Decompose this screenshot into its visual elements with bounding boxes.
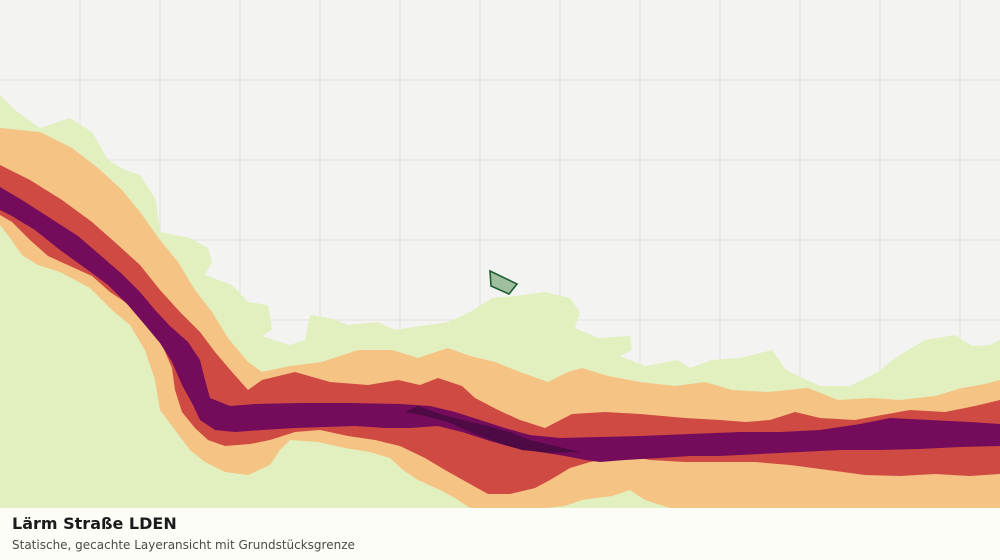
noise-zone-core [405, 406, 580, 453]
noise-zone-4 [0, 187, 1000, 462]
map-caption: Lärm Straße LDEN Statische, gecachte Lay… [0, 508, 1000, 560]
map-subtitle: Statische, gecachte Layeransicht mit Gru… [12, 538, 355, 552]
map-title: Lärm Straße LDEN [12, 514, 177, 533]
parcel-boundary[interactable] [489, 269, 519, 295]
